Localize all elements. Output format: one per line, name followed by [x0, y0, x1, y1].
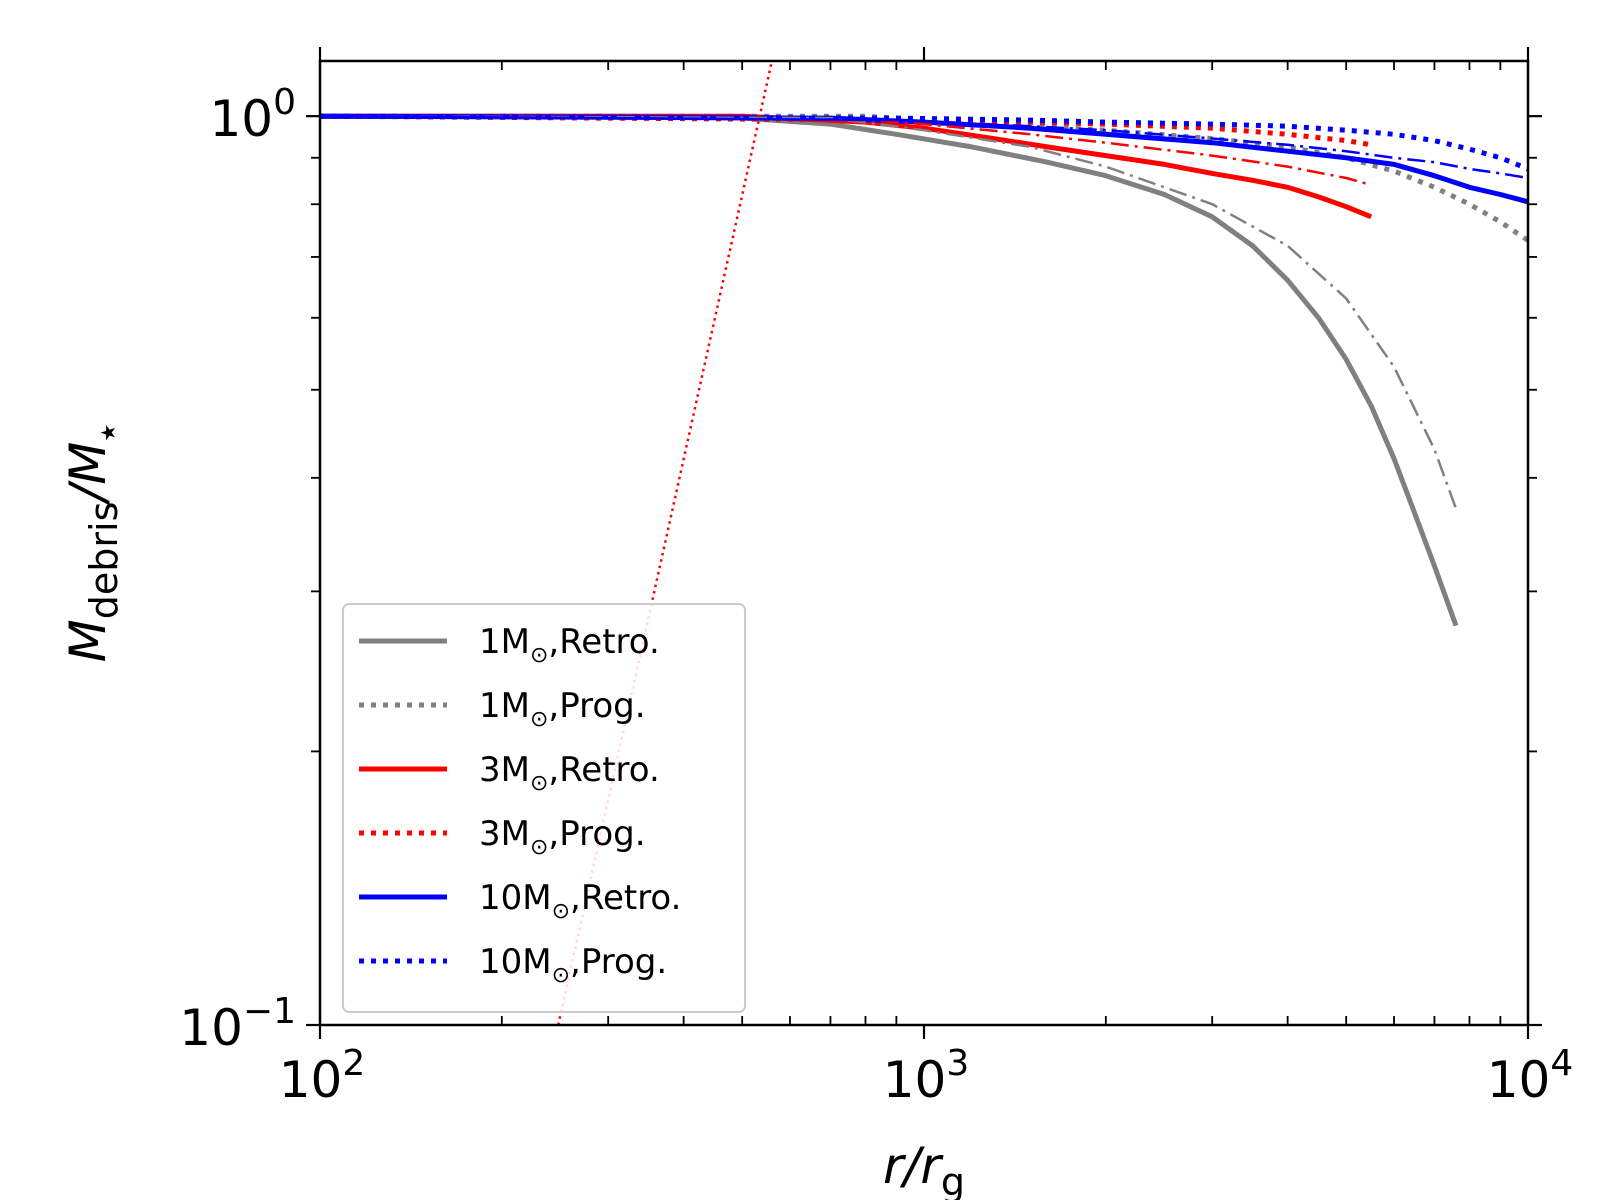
- series-line-7: [320, 114, 1372, 187]
- x-axis-label-main: r/r: [883, 1137, 944, 1195]
- sun-symbol-icon: ⊙: [530, 643, 548, 668]
- legend-label: 10M⊙,Prog.: [479, 942, 667, 988]
- legend-label: 3M⊙,Prog.: [479, 814, 646, 860]
- y-tick-label: 10−1: [179, 991, 296, 1057]
- x-tick-label: 104: [1487, 1043, 1574, 1109]
- x-tick-label: 102: [279, 1043, 366, 1109]
- series-line-8: [320, 114, 1528, 180]
- y-axis-label: Mdebris/M★: [59, 424, 126, 663]
- x-tick-label-base: 10: [883, 1051, 947, 1109]
- legend-label-mass: 3M: [479, 750, 530, 790]
- legend-label-mass: 3M: [479, 814, 530, 854]
- x-tick-label-exp: 4: [1550, 1043, 1573, 1084]
- series-line-6: [320, 114, 1458, 510]
- sun-symbol-icon: ⊙: [530, 835, 548, 860]
- legend-label-mass: 10M: [479, 878, 552, 918]
- x-tick-label-exp: 2: [342, 1043, 365, 1084]
- y-axis-label-suffix: /M: [59, 442, 117, 506]
- legend-label-mass: 10M: [479, 942, 552, 982]
- y-tick-label-base: 10: [179, 999, 243, 1057]
- y-tick-label-exp: 0: [273, 82, 296, 123]
- legend-label-mass: 1M: [479, 622, 530, 662]
- minor-ticks: [311, 61, 1537, 1025]
- series-line-0: [320, 113, 1459, 627]
- x-tick-label-exp: 3: [946, 1043, 969, 1084]
- legend-label: 3M⊙,Retro.: [479, 750, 660, 796]
- legend: 1M⊙,Retro.1M⊙,Prog.3M⊙,Retro.3M⊙,Prog.10…: [342, 603, 746, 1013]
- y-tick-label-exp: −1: [243, 991, 296, 1032]
- sun-symbol-icon: ⊙: [552, 963, 570, 988]
- sun-symbol-icon: ⊙: [530, 707, 548, 732]
- y-axis-label-suffix-sub: ★: [96, 424, 120, 442]
- x-tick-label-base: 10: [1487, 1051, 1551, 1109]
- legend-label-orbit: ,Prog.: [570, 942, 667, 982]
- x-axis-label: r/rg: [883, 1137, 965, 1200]
- sun-symbol-icon: ⊙: [552, 899, 570, 924]
- y-axis-label-sub: debris: [82, 502, 126, 620]
- y-tick-label: 100: [209, 82, 296, 148]
- legend-label-orbit: ,Prog.: [548, 686, 645, 726]
- series-line-2: [320, 113, 1373, 220]
- legend-label-orbit: ,Retro.: [548, 750, 659, 790]
- y-tick-label-base: 10: [209, 90, 273, 148]
- sun-symbol-icon: ⊙: [530, 771, 548, 796]
- legend-label: 1M⊙,Retro.: [479, 622, 660, 668]
- x-tick-label: 103: [883, 1043, 970, 1109]
- x-axis-label-sub: g: [941, 1160, 965, 1200]
- legend-label-mass: 1M: [479, 686, 530, 726]
- legend-label: 10M⊙,Retro.: [479, 878, 681, 924]
- legend-label: 1M⊙,Prog.: [479, 686, 646, 732]
- legend-label-orbit: ,Retro.: [570, 878, 681, 918]
- y-axis-label-main: M: [59, 619, 117, 662]
- legend-label-orbit: ,Retro.: [548, 622, 659, 662]
- series-line-5: [320, 113, 1528, 172]
- x-tick-label-base: 10: [279, 1051, 343, 1109]
- legend-label-orbit: ,Prog.: [548, 814, 645, 854]
